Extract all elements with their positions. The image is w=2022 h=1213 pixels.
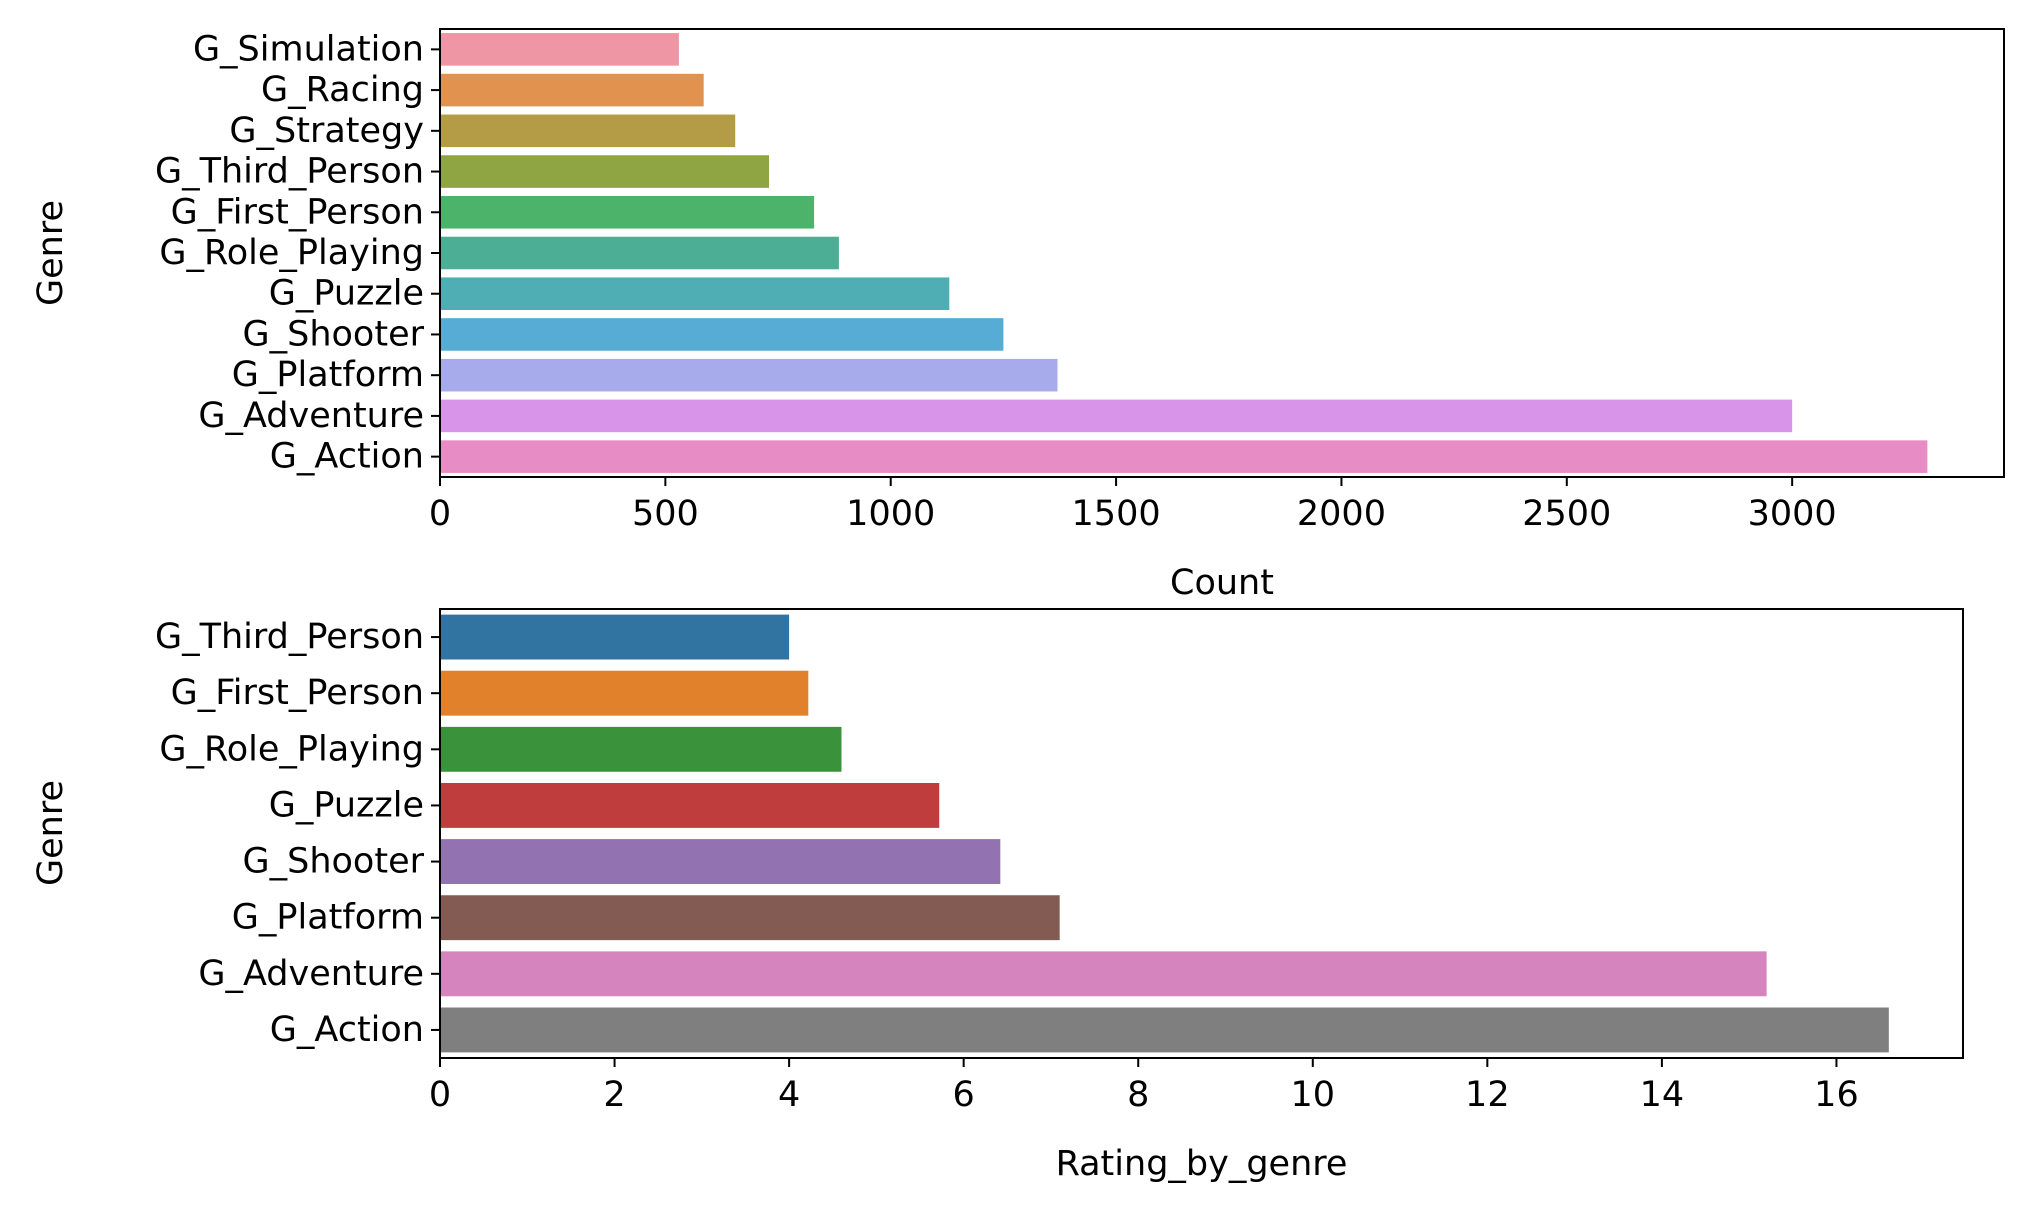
x-tick-label: 2 xyxy=(603,1075,625,1115)
x-tick-label: 3000 xyxy=(1748,494,1837,534)
x-tick-label: 0 xyxy=(429,1075,451,1115)
y-tick-label: G_Puzzle xyxy=(269,785,424,825)
bar-g-puzzle xyxy=(440,277,950,311)
axes-frame xyxy=(439,28,2005,478)
y-tick-label: G_Puzzle xyxy=(269,274,424,314)
bar-g-third-person xyxy=(440,155,770,188)
y-axis-label: Genre xyxy=(31,780,71,886)
y-tick-label: G_Action xyxy=(270,1010,424,1050)
y-axis-label: Genre xyxy=(31,200,71,306)
bar-g-shooter xyxy=(440,318,1004,351)
y-tick-label: G_First_Person xyxy=(171,192,424,232)
x-tick-label: 16 xyxy=(1814,1075,1859,1115)
axes-frame xyxy=(439,608,1964,1059)
x-tick-label: 8 xyxy=(1127,1075,1149,1115)
x-tick-label: 2000 xyxy=(1297,494,1386,534)
bar-g-shooter xyxy=(440,839,1001,885)
y-tick-label: G_Action xyxy=(270,437,424,477)
x-tick-label: 4 xyxy=(778,1075,800,1115)
y-tick-label: G_Shooter xyxy=(243,314,425,354)
bar-g-adventure xyxy=(440,399,1793,433)
x-tick-label: 10 xyxy=(1291,1075,1336,1115)
x-tick-label: 2500 xyxy=(1522,494,1611,534)
bar-g-puzzle xyxy=(440,782,940,828)
bar-g-first-person xyxy=(440,195,815,229)
y-tick-label: G_Strategy xyxy=(229,111,424,151)
bar-g-platform xyxy=(440,358,1058,392)
y-tick-label: G_Platform xyxy=(232,898,424,938)
bar-g-action xyxy=(440,440,1928,473)
bar-g-action xyxy=(440,1007,1889,1053)
x-tick-label: 1500 xyxy=(1072,494,1161,534)
bar-g-strategy xyxy=(440,114,736,148)
y-tick-label: G_Platform xyxy=(232,355,424,395)
y-tick-label: G_Role_Playing xyxy=(159,729,424,769)
y-tick-label: G_Third_Person xyxy=(155,617,424,657)
y-tick-label: G_Third_Person xyxy=(155,152,424,192)
count-by-genre-chart: G_SimulationG_RacingG_StrategyG_Third_Pe… xyxy=(31,28,2005,603)
y-tick-label: G_Racing xyxy=(261,70,424,110)
bar-g-third-person xyxy=(440,614,790,660)
rating-by-genre-chart: G_Third_Person G_First_Person G_Role_Playi… xyxy=(31,608,1964,1184)
y-tick-label: G_Adventure xyxy=(198,954,424,994)
x-tick-label: 0 xyxy=(429,494,451,534)
bar-g-role-playing xyxy=(440,236,839,270)
y-tick-label: G_Shooter xyxy=(243,842,425,882)
y-tick-label: G_Adventure xyxy=(198,396,424,436)
bar-g-racing xyxy=(440,73,704,107)
y-tick-label: G_Simulation xyxy=(193,29,424,69)
x-tick-label: 500 xyxy=(632,494,699,534)
x-tick-label: 6 xyxy=(953,1075,975,1115)
bar-g-adventure xyxy=(440,951,1767,997)
bar-g-first-person xyxy=(440,670,809,716)
x-tick-label: 14 xyxy=(1640,1075,1685,1115)
bar-g-role-playing xyxy=(440,726,842,772)
x-tick-label: 1000 xyxy=(846,494,935,534)
x-tick-label: 12 xyxy=(1465,1075,1510,1115)
bar-g-simulation xyxy=(440,33,679,66)
y-tick-label: G_First_Person xyxy=(171,673,424,713)
x-axis-label: Rating_by_genre xyxy=(1056,1144,1348,1184)
bar-g-platform xyxy=(440,895,1060,941)
x-axis-label: Count xyxy=(1170,563,1274,603)
y-tick-label: G_Role_Playing xyxy=(159,233,424,273)
